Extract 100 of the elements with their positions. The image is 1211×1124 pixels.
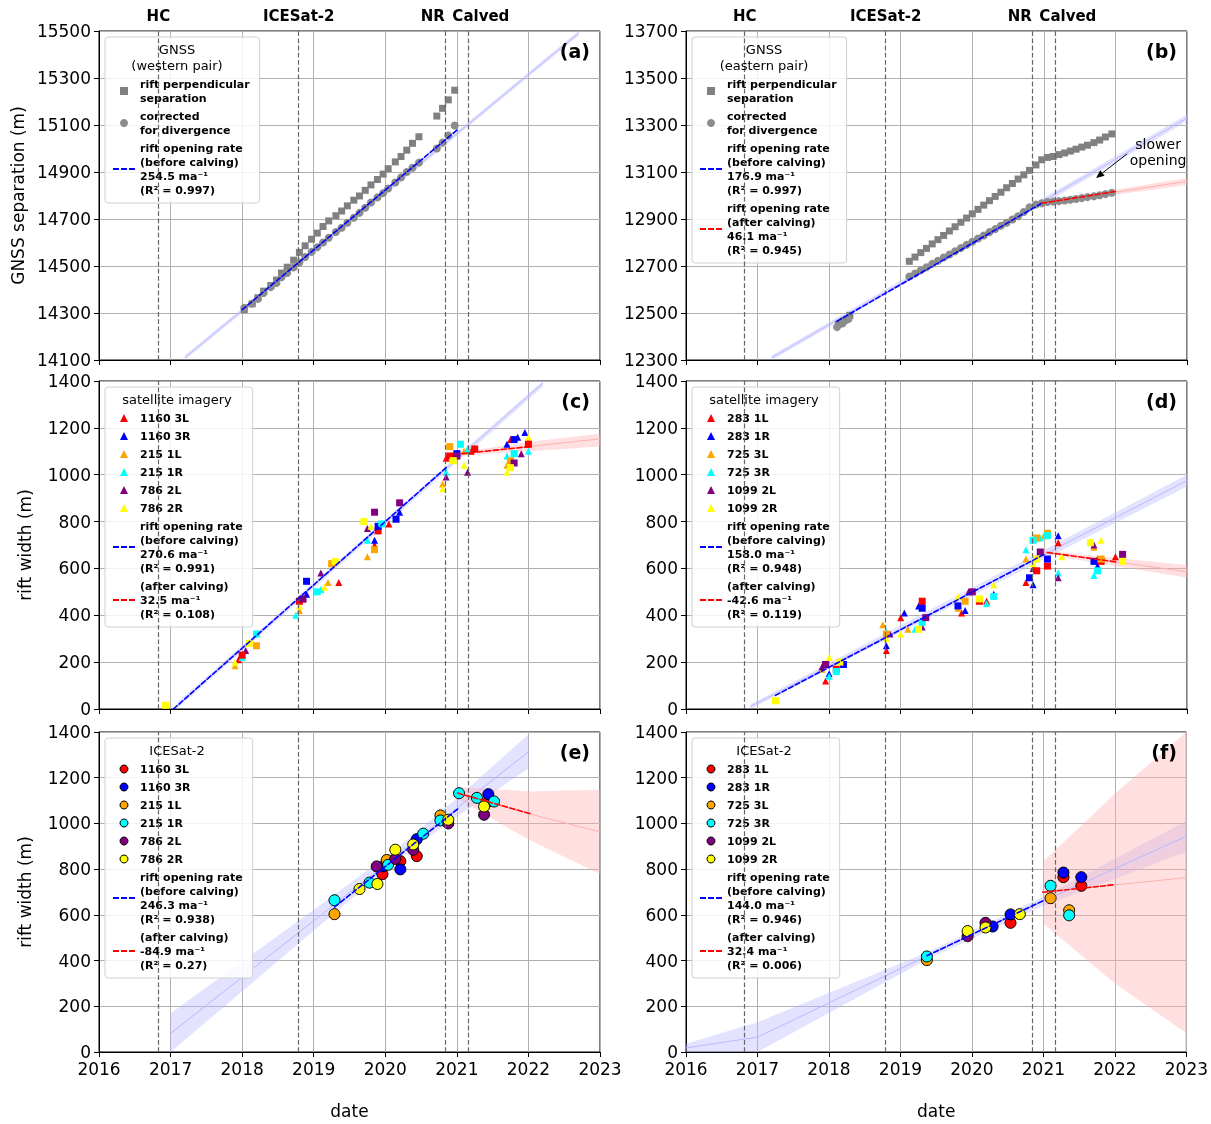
y-tick-label: 15300 — [36, 68, 91, 88]
legend-label: rift opening rate (before calving) 158.0 ma⁻¹ (R² = 0.948) — [727, 519, 830, 575]
x-tick-label: 2020 — [950, 1058, 994, 1079]
y-axis-title: rift width (m) — [14, 836, 35, 948]
legend-label: rift opening rate (before calving) 270.6 ma⁻¹ (R² = 0.991) — [140, 519, 243, 575]
annotation: (a) — [559, 39, 590, 62]
x-tick-label: 2019 — [292, 1058, 336, 1079]
y-tick-label: 15500 — [36, 21, 91, 41]
x-tick-label: 2021 — [435, 1058, 479, 1079]
legend-label: 725 3R — [727, 816, 771, 830]
x-tick-label: 2018 — [220, 1058, 264, 1079]
y-tick-label: 600 — [645, 904, 678, 925]
annotation: (f) — [1151, 740, 1177, 763]
ref-line-label: NR — [420, 6, 446, 25]
legend-label: 215 1L — [140, 798, 182, 812]
legend-label: 283 1L — [727, 411, 769, 425]
y-tick-label: 200 — [645, 996, 678, 1017]
y-tick-label: 14900 — [36, 162, 91, 182]
y-tick-label: 13500 — [623, 68, 678, 88]
y-tick-label: 13700 — [623, 21, 678, 41]
legend-title: GNSS (eastern pair) — [719, 41, 809, 73]
ref-line-label: ICESat-2 — [849, 6, 922, 25]
annotation: (c) — [561, 389, 590, 412]
y-tick-label: 200 — [58, 996, 91, 1017]
y-tick-label: 12900 — [623, 209, 678, 229]
legend-label: rift opening rate (before calving) 144.0 ma⁻¹ (R² = 0.946) — [727, 870, 830, 926]
y-tick-label: 0 — [667, 699, 678, 719]
y-axis-title: GNSS separation (m) — [7, 106, 28, 285]
legend-label: rift opening rate (after calving) 46.1 ma⁻¹ (R² = 0.945) — [727, 201, 830, 257]
y-tick-label: 1200 — [47, 767, 91, 788]
y-tick-label: 400 — [58, 950, 91, 971]
y-tick-label: 200 — [58, 652, 91, 673]
y-tick-label: 400 — [645, 605, 678, 626]
ref-line-label: Calved — [452, 6, 510, 25]
legend-label: 786 2L — [140, 483, 182, 497]
y-tick-label: 200 — [645, 652, 678, 673]
y-tick-label: 13100 — [623, 162, 678, 182]
y-tick-label: 400 — [58, 605, 91, 626]
y-tick-label: 1200 — [634, 417, 678, 438]
y-tick-label: 12300 — [623, 350, 678, 370]
legend-label: corrected for divergence — [140, 109, 231, 137]
y-tick-label: 14100 — [36, 350, 91, 370]
legend-label: 725 3L — [727, 798, 769, 812]
legend-label: 1160 3R — [140, 429, 192, 443]
y-tick-label: 600 — [58, 558, 91, 579]
legend-label: 1160 3L — [140, 411, 190, 425]
y-tick-label: 1000 — [634, 813, 678, 834]
annotation: (b) — [1146, 39, 1177, 62]
x-tick-label: 2023 — [1164, 1058, 1208, 1079]
legend-label: 215 1L — [140, 447, 182, 461]
legend-label: 1099 2R — [727, 852, 779, 866]
legend-label: corrected for divergence — [727, 109, 818, 137]
ref-line-label: HC — [732, 6, 757, 25]
legend-label: rift opening rate (before calving) 254.5 ma⁻¹ (R² = 0.997) — [140, 141, 243, 197]
x-tick-label: 2019 — [878, 1058, 923, 1079]
legend-label: 1160 3L — [140, 762, 190, 776]
y-tick-label: 1000 — [47, 464, 91, 485]
legend-title: satellite imagery — [122, 391, 233, 407]
y-tick-label: 800 — [645, 859, 678, 880]
y-tick-label: 600 — [645, 558, 678, 579]
y-tick-label: 800 — [645, 511, 678, 532]
ref-line-label: ICESat-2 — [262, 6, 335, 25]
legend-title: ICESat-2 — [736, 742, 792, 758]
legend-label: rift opening rate (before calving) 246.3 ma⁻¹ (R² = 0.938) — [140, 870, 243, 926]
legend-label: 786 2R — [140, 501, 184, 515]
legend-label: 1099 2R — [727, 501, 779, 515]
y-tick-label: 12500 — [623, 303, 678, 323]
legend-label: 215 1R — [140, 816, 184, 830]
legend-label: (after calving) 32.4 ma⁻¹ (R² = 0.006) — [727, 930, 816, 972]
x-tick-label: 2022 — [506, 1058, 551, 1079]
y-tick-label: 14500 — [36, 256, 91, 276]
legend-label: (after calving) -84.9 ma⁻¹ (R² = 0.27) — [140, 930, 229, 972]
y-tick-label: 800 — [58, 859, 91, 880]
annotation: (e) — [559, 740, 590, 763]
y-tick-label: 1000 — [634, 464, 678, 485]
x-tick-label: 2020 — [363, 1058, 407, 1079]
legend-label: 283 1L — [727, 762, 769, 776]
x-axis-title: date — [330, 1100, 369, 1121]
ref-line-label: Calved — [1039, 6, 1097, 25]
legend-label: 1160 3R — [140, 780, 192, 794]
legend-label: 725 3L — [727, 447, 769, 461]
y-tick-label: 15100 — [36, 115, 91, 135]
legend-title: ICESat-2 — [149, 742, 205, 758]
x-tick-label: 2017 — [148, 1058, 193, 1079]
x-axis-title: date — [917, 1100, 956, 1121]
legend-label: 215 1R — [140, 465, 184, 479]
y-tick-label: 1400 — [634, 371, 678, 391]
y-tick-label: 0 — [80, 699, 91, 719]
y-axis-title: rift width (m) — [14, 489, 35, 601]
legend-label: rift perpendicular separation — [140, 77, 251, 105]
annotation: slower opening — [1129, 135, 1187, 168]
y-tick-label: 12700 — [623, 256, 678, 276]
y-tick-label: 600 — [58, 904, 91, 925]
ref-line-label: NR — [1007, 6, 1033, 25]
y-tick-label: 800 — [58, 511, 91, 532]
legend-label: (after calving) -42.6 ma⁻¹ (R² = 0.119) — [727, 579, 816, 621]
y-tick-label: 1400 — [47, 722, 91, 742]
y-tick-label: 1000 — [47, 813, 91, 834]
legend-label: 1099 2L — [727, 834, 777, 848]
x-tick-label: 2023 — [578, 1058, 622, 1079]
